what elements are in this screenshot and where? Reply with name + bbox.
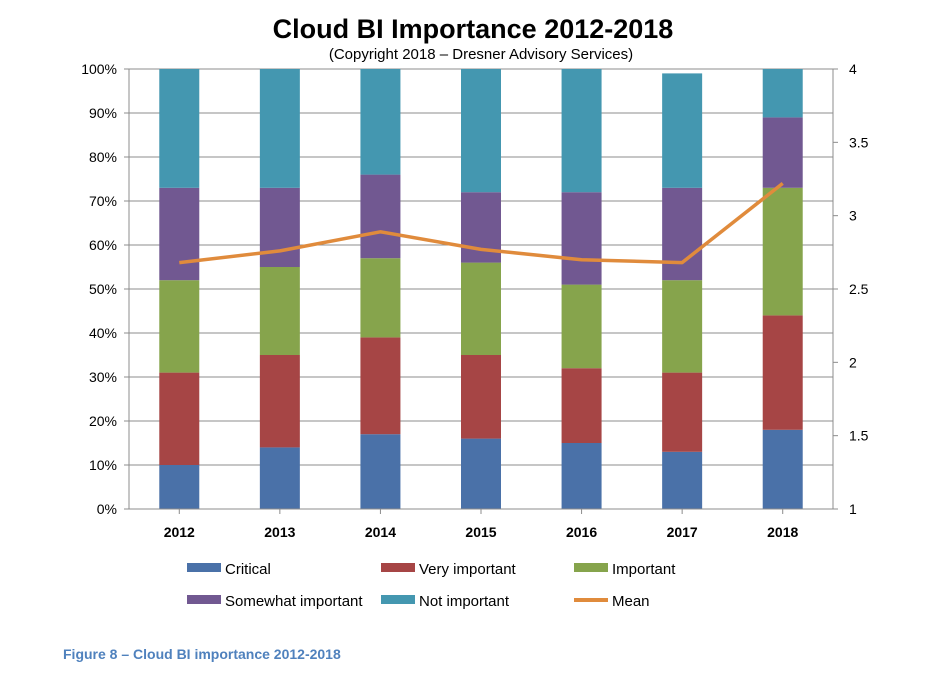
bar-important: [561, 284, 602, 369]
x-tick-label: 2018: [767, 524, 798, 540]
x-tick-label: 2016: [566, 524, 597, 540]
x-tick-label: 2015: [465, 524, 496, 540]
bar-somewhat-important: [159, 187, 200, 281]
x-tick-label: 2012: [164, 524, 195, 540]
bar-very-important: [360, 337, 401, 435]
y-tick-label: 50%: [89, 281, 117, 297]
bar-critical: [259, 447, 300, 509]
axes: 0% 10% 20% 30% 40% 50% 60% 70% 80% 90% 100% 1 1.5 2 2.…: [81, 61, 868, 540]
legend-label: Somewhat important: [225, 593, 363, 610]
bar-critical: [561, 443, 602, 509]
bar-critical: [159, 465, 200, 509]
x-tick-label: 2013: [264, 524, 295, 540]
y-tick-label: 70%: [89, 193, 117, 209]
mean-line-layer: [179, 182, 784, 265]
bar-not-important: [762, 69, 803, 118]
bar-not-important: [360, 69, 401, 175]
chart-subtitle: (Copyright 2018 – Dresner Advisory Servi…: [329, 46, 633, 63]
legend-label: Not important: [419, 593, 510, 610]
legend-swatch: [187, 595, 221, 604]
chart-title: Cloud BI Importance 2012-2018: [273, 14, 674, 44]
y2-tick-label: 2: [849, 354, 857, 370]
y2-tick-label: 4: [849, 61, 857, 77]
y-tick-label: 80%: [89, 149, 117, 165]
bar-important: [662, 280, 703, 373]
figure-caption: Figure 8 – Cloud BI importance 2012-2018: [63, 646, 341, 662]
bar-very-important: [259, 355, 300, 448]
bar-critical: [360, 434, 401, 509]
bar-important: [461, 262, 501, 355]
bars: [159, 69, 803, 509]
bar-very-important: [159, 372, 200, 465]
legend-label: Important: [612, 561, 676, 578]
bar-somewhat-important: [561, 192, 602, 285]
bar-very-important: [762, 315, 803, 430]
y2-tick-label: 3: [849, 208, 857, 224]
y2-tick-label: 3.5: [849, 134, 869, 150]
bar-very-important: [662, 372, 703, 452]
legend-swatch: [381, 563, 415, 572]
y-tick-label: 60%: [89, 237, 117, 253]
bar-critical: [461, 438, 501, 509]
x-tick-label: 2017: [667, 524, 698, 540]
bar-not-important: [561, 69, 602, 193]
bar-not-important: [662, 73, 703, 188]
bar-important: [360, 258, 401, 338]
bar-not-important: [159, 69, 200, 188]
bar-important: [762, 187, 803, 316]
legend-label: Mean: [612, 593, 650, 610]
y-tick-label: 30%: [89, 369, 117, 385]
y-tick-label: 20%: [89, 413, 117, 429]
bar-not-important: [461, 69, 501, 193]
y-tick-label: 0%: [97, 501, 117, 517]
bar-somewhat-important: [360, 174, 401, 259]
bar-somewhat-important: [259, 187, 300, 267]
bar-important: [159, 280, 200, 373]
y2-tick-label: 2.5: [849, 281, 869, 297]
bar-important: [259, 267, 300, 355]
bar-not-important: [259, 69, 300, 188]
y-tick-label: 40%: [89, 325, 117, 341]
bar-somewhat-important: [662, 187, 703, 281]
bar-very-important: [561, 368, 602, 443]
y-tick-label: 90%: [89, 105, 117, 121]
legend-label: Very important: [419, 561, 517, 578]
bar-somewhat-important: [762, 117, 803, 188]
legend-swatch: [574, 563, 608, 572]
bar-critical: [762, 429, 803, 509]
bar-very-important: [461, 355, 501, 439]
legend-label: Critical: [225, 561, 271, 578]
bar-critical: [662, 451, 703, 509]
x-tick-label: 2014: [365, 524, 396, 540]
y-tick-label: 10%: [89, 457, 117, 473]
y2-tick-label: 1.5: [849, 428, 869, 444]
y-tick-label: 100%: [81, 61, 117, 77]
y2-tick-label: 1: [849, 501, 857, 517]
legend-swatch: [381, 595, 415, 604]
legend: Critical Very important Important Somewhat …: [187, 561, 676, 610]
legend-swatch: [187, 563, 221, 572]
